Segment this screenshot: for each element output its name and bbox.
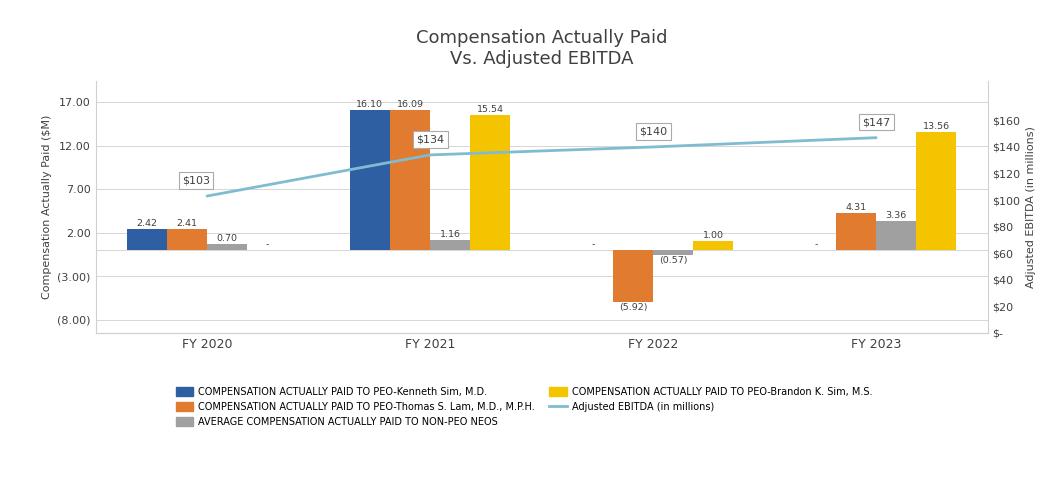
Bar	[693, 241, 734, 250]
Line: Adjusted EBITDA (in millions): Adjusted EBITDA (in millions)	[207, 138, 876, 196]
Text: $134: $134	[416, 134, 444, 144]
Text: 1.00: 1.00	[703, 231, 724, 240]
Text: (5.92): (5.92)	[619, 302, 648, 311]
Bar	[917, 132, 957, 250]
Legend: COMPENSATION ACTUALLY PAID TO PEO-Kenneth Sim, M.D., COMPENSATION ACTUALLY PAID : COMPENSATION ACTUALLY PAID TO PEO-Kennet…	[172, 383, 876, 430]
Text: 0.70: 0.70	[217, 234, 238, 243]
Text: 16.10: 16.10	[357, 100, 383, 109]
Bar	[470, 115, 511, 250]
Text: -: -	[592, 240, 595, 249]
Text: -: -	[815, 240, 818, 249]
Bar	[653, 250, 693, 255]
Y-axis label: Compensation Actually Paid ($M): Compensation Actually Paid ($M)	[41, 114, 52, 299]
Text: $140: $140	[639, 127, 667, 137]
Text: 15.54: 15.54	[477, 105, 503, 114]
Text: 1.16: 1.16	[440, 230, 461, 239]
Bar	[167, 229, 207, 250]
Bar	[613, 250, 653, 301]
Text: 2.42: 2.42	[136, 219, 157, 228]
Text: (0.57): (0.57)	[658, 256, 687, 265]
Text: 13.56: 13.56	[923, 122, 949, 131]
Bar	[349, 110, 390, 250]
Text: 2.41: 2.41	[176, 219, 198, 228]
Text: 3.36: 3.36	[886, 211, 907, 220]
Text: $147: $147	[862, 117, 890, 127]
Bar	[430, 240, 470, 250]
Adjusted EBITDA (in millions)	[647, 144, 660, 150]
Adjusted EBITDA (in millions)	[870, 135, 883, 141]
Bar	[207, 244, 247, 250]
Text: -: -	[266, 240, 269, 249]
Bar	[390, 110, 430, 250]
Adjusted EBITDA (in millions)	[424, 152, 436, 158]
Bar	[876, 221, 917, 250]
Title: Compensation Actually Paid
Vs. Adjusted EBITDA: Compensation Actually Paid Vs. Adjusted …	[416, 29, 667, 68]
Text: 4.31: 4.31	[845, 203, 867, 212]
Bar	[836, 213, 876, 250]
Text: 16.09: 16.09	[396, 100, 424, 109]
Adjusted EBITDA (in millions)	[201, 193, 213, 199]
Bar	[126, 229, 167, 250]
Y-axis label: Adjusted EBITDA (in millions): Adjusted EBITDA (in millions)	[1026, 125, 1037, 288]
Text: $103: $103	[182, 175, 210, 185]
